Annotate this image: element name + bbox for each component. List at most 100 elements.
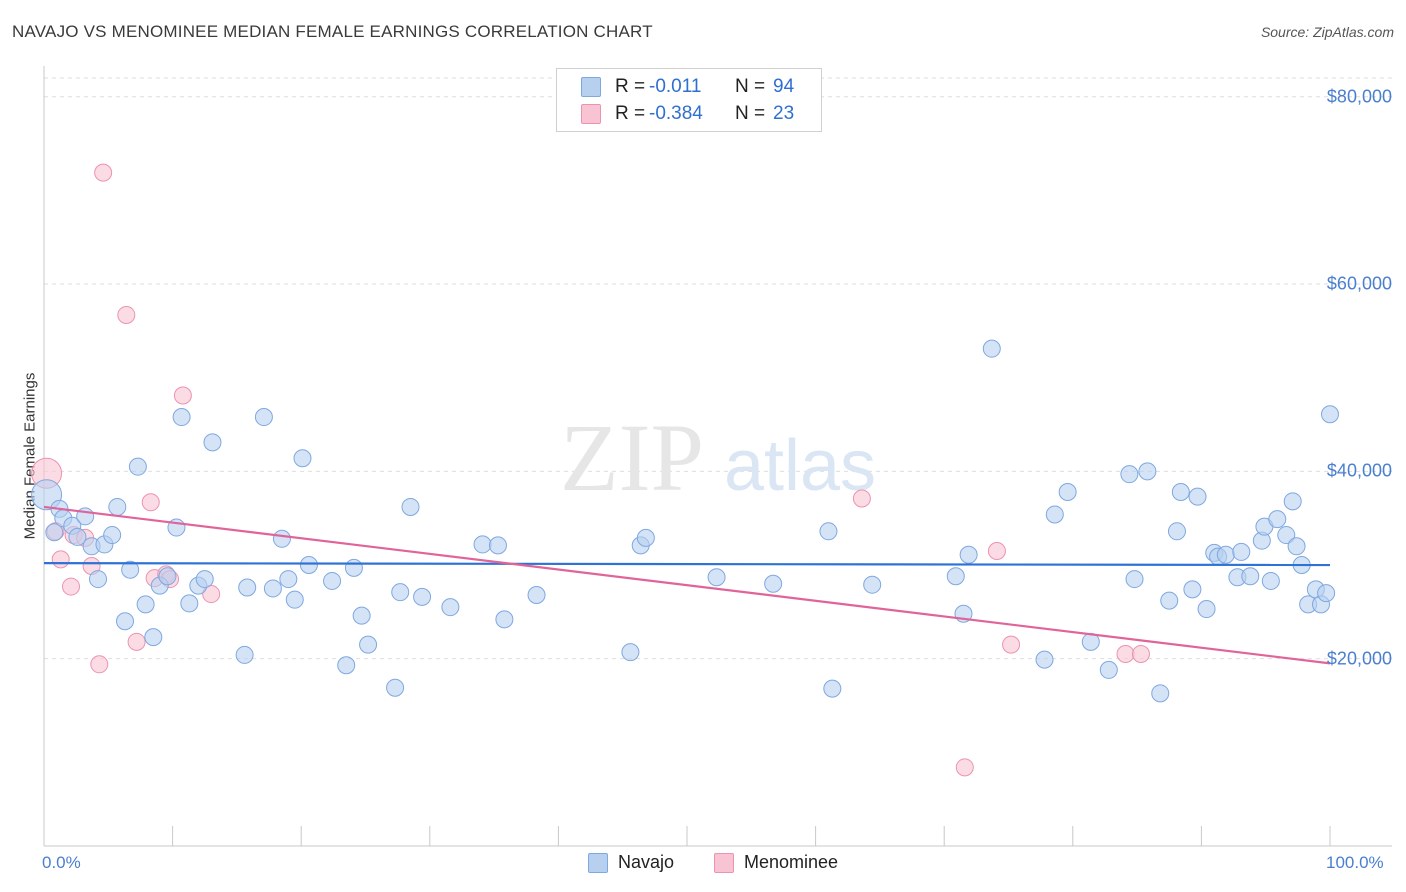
navajo-point: [238, 578, 257, 597]
navajo-point: [89, 570, 108, 589]
source-label: Source: ZipAtlas.com: [1260, 24, 1394, 40]
navajo-point: [121, 560, 140, 579]
navajo-point: [495, 610, 514, 629]
chart-title: NAVAJO VS MENOMINEE MEDIAN FEMALE EARNIN…: [12, 22, 653, 41]
navajo-point: [1277, 526, 1296, 545]
menominee-swatch: [714, 852, 734, 873]
navajo-point: [391, 583, 410, 602]
navajo-point: [352, 606, 371, 625]
navajo-point: [279, 570, 298, 589]
navajo-point: [299, 556, 318, 575]
menominee-point: [1002, 635, 1021, 654]
trend-lines: [43, 505, 1331, 665]
menominee-point: [94, 163, 113, 182]
navajo-point: [1283, 492, 1302, 511]
navajo-point: [272, 529, 291, 548]
navajo-point: [636, 528, 655, 547]
menominee-point: [1131, 645, 1150, 663]
navajo-point: [764, 574, 783, 593]
menominee-point: [1116, 645, 1135, 663]
navajo-point: [823, 679, 842, 698]
menominee-point: [51, 550, 70, 569]
navajo-point: [1125, 570, 1144, 589]
menominee-point: [141, 493, 160, 512]
navajo-point: [108, 497, 127, 516]
navajo-point: [180, 594, 199, 613]
menominee-point: [127, 632, 146, 651]
navajo-point: [413, 587, 432, 606]
navajo-point: [959, 545, 978, 564]
navajo-point: [473, 535, 492, 554]
navajo-point: [1167, 522, 1186, 541]
menominee-point: [852, 489, 871, 508]
x-tick-right: 100.0%: [1326, 853, 1384, 872]
menominee-point: [173, 386, 192, 405]
r-label: R =: [615, 76, 646, 97]
navajo-point: [819, 522, 838, 541]
navajo-point: [263, 579, 282, 598]
n-value: 94: [773, 76, 795, 97]
navajo-swatch: [581, 77, 601, 97]
navajo-point: [1099, 660, 1118, 679]
stats-legend: R = -0.011 N = 94 R = -0.384 N = 23: [556, 68, 822, 132]
n-label: N =: [735, 103, 766, 124]
navajo-point: [1058, 482, 1077, 501]
r-value: -0.384: [649, 103, 703, 124]
bottom-legend-navajo: Navajo: [588, 852, 674, 873]
navajo-point: [136, 595, 155, 614]
watermark-zip: ZIP: [560, 404, 704, 511]
navajo-point: [1287, 537, 1306, 556]
navajo-point: [235, 645, 254, 664]
navajo-point: [293, 449, 312, 468]
navajo-point: [488, 536, 507, 555]
navajo-point: [401, 497, 420, 516]
navajo-point: [527, 585, 546, 604]
menominee-point: [955, 758, 974, 777]
menominee-point: [117, 305, 136, 324]
y-tick-label: $80,000: [1326, 86, 1392, 107]
menominee-point: [987, 541, 1006, 560]
navajo-point: [172, 408, 191, 427]
navajo-point: [863, 575, 882, 594]
navajo-trend-line: [43, 562, 1331, 567]
menominee-point: [62, 577, 81, 596]
navajo-point: [45, 523, 64, 542]
navajo-point: [707, 568, 726, 587]
navajo-point: [359, 635, 378, 654]
n-value: 23: [773, 103, 795, 124]
navajo-point: [946, 567, 965, 586]
navajo-point: [1035, 650, 1054, 669]
legend-row-navajo: R = -0.011 N = 94: [581, 75, 794, 99]
navajo-point: [1138, 462, 1157, 481]
navajo-point: [1120, 465, 1139, 484]
menominee-point: [90, 655, 109, 674]
y-tick-label: $20,000: [1326, 648, 1392, 669]
navajo-point: [1151, 684, 1170, 703]
navajo-point: [1232, 542, 1251, 561]
navajo-point: [1045, 505, 1064, 524]
navajo-point: [1317, 584, 1336, 603]
navajo-point: [982, 339, 1001, 358]
navajo-point: [103, 526, 122, 545]
n-label: N =: [735, 76, 766, 97]
navajo-point: [386, 678, 405, 697]
navajo-swatch: [588, 852, 608, 873]
menominee-swatch: [581, 104, 601, 124]
menominee-legend-label: Menominee: [744, 852, 839, 872]
navajo-point: [203, 433, 222, 452]
navajo-point: [337, 656, 356, 675]
navajo-point: [254, 408, 273, 427]
navajo-point: [1241, 567, 1260, 586]
navajo-point: [1216, 545, 1235, 564]
x-tick-left: 0.0%: [42, 853, 81, 872]
navajo-point: [1321, 405, 1339, 424]
navajo-point: [195, 570, 214, 589]
navajo-legend-label: Navajo: [618, 852, 675, 872]
legend-row-menominee: R = -0.384 N = 23: [581, 102, 794, 126]
navajo-point: [68, 527, 87, 546]
navajo-point: [1188, 487, 1207, 506]
watermark-atlas: atlas: [724, 426, 876, 506]
axes: [43, 66, 1392, 847]
y-tick-label: $60,000: [1326, 273, 1392, 294]
navajo-point: [116, 612, 135, 631]
